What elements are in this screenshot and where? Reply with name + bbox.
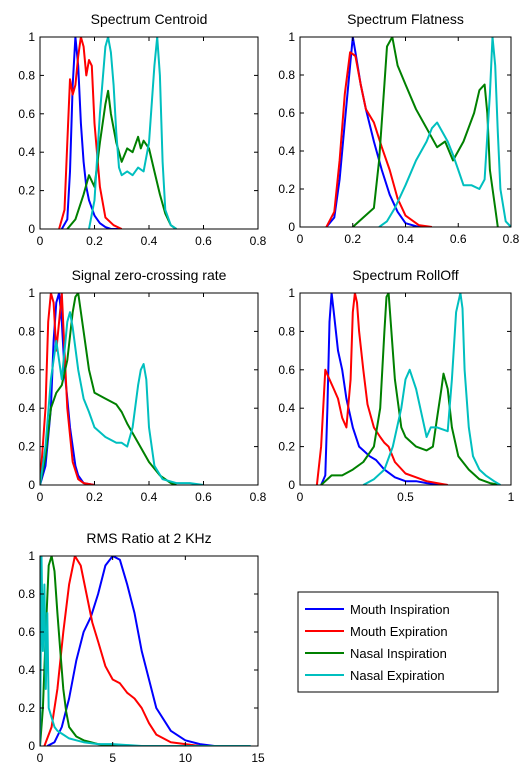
chart-title: RMS Ratio at 2 KHz bbox=[86, 530, 211, 546]
y-tick-label: 0.2 bbox=[278, 182, 295, 196]
y-tick-label: 0.8 bbox=[18, 324, 35, 338]
x-tick-label: 0.4 bbox=[397, 232, 414, 246]
y-tick-label: 0.2 bbox=[278, 440, 295, 454]
y-tick-label: 0.4 bbox=[278, 401, 295, 415]
x-tick-label: 0 bbox=[297, 232, 304, 246]
series-line-mouth-expiration bbox=[325, 51, 433, 227]
series-line-nasal-inspiration bbox=[40, 293, 177, 485]
x-tick-label: 0.2 bbox=[86, 234, 103, 248]
y-tick-label: 0.8 bbox=[278, 68, 295, 82]
series-line-nasal-inspiration bbox=[66, 89, 177, 229]
x-tick-label: 0.6 bbox=[195, 490, 212, 504]
x-tick-label: 0.8 bbox=[250, 490, 267, 504]
y-tick-label: 0 bbox=[28, 478, 35, 492]
x-tick-label: 15 bbox=[251, 751, 265, 765]
legend-label: Nasal Inspiration bbox=[350, 646, 447, 661]
series-line-mouth-expiration bbox=[58, 37, 123, 229]
series-line-mouth-expiration bbox=[40, 293, 95, 485]
series-line-nasal-expiration bbox=[362, 293, 501, 485]
chart-title: Spectrum RollOff bbox=[352, 267, 458, 283]
y-tick-label: 0.8 bbox=[18, 68, 35, 82]
x-tick-label: 10 bbox=[179, 751, 193, 765]
y-tick-label: 0.4 bbox=[18, 401, 35, 415]
y-tick-label: 1 bbox=[288, 286, 295, 300]
series-line-nasal-expiration bbox=[40, 311, 204, 485]
chart-panel-4: Spectrum RollOff 0 0.5 1 0 0.2 0.4 0.6 0.8 1 bbox=[278, 267, 514, 504]
chart-title: Spectrum Flatness bbox=[347, 11, 464, 27]
legend: Mouth Inspiration Mouth Expiration Nasal I… bbox=[297, 591, 499, 693]
chart-title: Spectrum Centroid bbox=[91, 11, 208, 27]
y-tick-label: 0.4 bbox=[18, 145, 35, 159]
y-tick-label: 0.2 bbox=[18, 184, 35, 198]
x-tick-label: 0.2 bbox=[344, 232, 361, 246]
y-tick-label: 0.6 bbox=[278, 363, 295, 377]
x-tick-label: 0.5 bbox=[397, 490, 414, 504]
series-line-mouth-expiration bbox=[315, 293, 448, 485]
chart-panel-1: Spectrum Centroid 0 0.2 0.4 0.6 0.8 0 0.2 0.4 0.6… bbox=[18, 11, 266, 248]
axes-box bbox=[299, 292, 512, 486]
y-tick-label: 0.6 bbox=[278, 106, 295, 120]
legend-label: Mouth Expiration bbox=[350, 624, 448, 639]
x-tick-label: 0 bbox=[37, 234, 44, 248]
x-tick-label: 0 bbox=[37, 751, 44, 765]
chart-panel-5: RMS Ratio at 2 KHz 0 5 10 15 0 0.2 0.4 0.6 0.8 1 bbox=[18, 530, 265, 765]
series-line-nasal-expiration bbox=[40, 556, 251, 746]
y-tick-label: 1 bbox=[28, 286, 35, 300]
series-line-mouth-inspiration bbox=[46, 556, 244, 746]
y-tick-label: 0.2 bbox=[18, 440, 35, 454]
axes-box bbox=[299, 36, 512, 228]
chart-panel-2: Spectrum Flatness 0 0.2 0.4 0.6 0.8 0 0.2 0.4 0.6… bbox=[278, 11, 519, 246]
y-tick-label: 1 bbox=[28, 549, 35, 563]
series-line-nasal-inspiration bbox=[352, 37, 499, 227]
x-tick-label: 5 bbox=[109, 751, 116, 765]
y-tick-label: 0.8 bbox=[18, 587, 35, 601]
series-line-nasal-expiration bbox=[88, 37, 177, 229]
y-tick-label: 0.8 bbox=[278, 324, 295, 338]
series-line-nasal-inspiration bbox=[40, 556, 186, 746]
y-tick-label: 0.2 bbox=[18, 701, 35, 715]
y-tick-label: 0 bbox=[288, 478, 295, 492]
y-tick-label: 0 bbox=[288, 220, 295, 234]
x-tick-label: 0.8 bbox=[250, 234, 267, 248]
x-tick-label: 0.6 bbox=[195, 234, 212, 248]
x-tick-label: 0 bbox=[297, 490, 304, 504]
x-tick-label: 1 bbox=[508, 490, 515, 504]
y-tick-label: 1 bbox=[288, 30, 295, 44]
x-tick-label: 0.4 bbox=[141, 234, 158, 248]
x-tick-label: 0.4 bbox=[141, 490, 158, 504]
legend-label: Mouth Inspiration bbox=[350, 602, 450, 617]
chart-panel-3: Signal zero-crossing rate 0 0.2 0.4 0.6 0.8 0 0… bbox=[18, 267, 266, 504]
legend-label: Nasal Expiration bbox=[350, 668, 445, 683]
x-tick-label: 0.2 bbox=[86, 490, 103, 504]
y-tick-label: 0 bbox=[28, 222, 35, 236]
series-line-nasal-inspiration bbox=[320, 293, 501, 485]
x-tick-label: 0.8 bbox=[503, 232, 520, 246]
y-tick-label: 0.6 bbox=[18, 363, 35, 377]
series-line-mouth-inspiration bbox=[320, 293, 448, 485]
y-tick-label: 0.4 bbox=[278, 144, 295, 158]
x-tick-label: 0 bbox=[37, 490, 44, 504]
y-tick-label: 0 bbox=[28, 739, 35, 753]
series-line-mouth-inspiration bbox=[60, 37, 122, 229]
axes-box bbox=[39, 555, 259, 747]
y-tick-label: 0.6 bbox=[18, 107, 35, 121]
series-line-nasal-expiration bbox=[378, 37, 511, 227]
chart-title: Signal zero-crossing rate bbox=[72, 267, 227, 283]
y-tick-label: 0.6 bbox=[18, 625, 35, 639]
series-line-mouth-expiration bbox=[43, 556, 215, 746]
y-tick-label: 1 bbox=[28, 30, 35, 44]
y-tick-label: 0.4 bbox=[18, 663, 35, 677]
x-tick-label: 0.6 bbox=[450, 232, 467, 246]
